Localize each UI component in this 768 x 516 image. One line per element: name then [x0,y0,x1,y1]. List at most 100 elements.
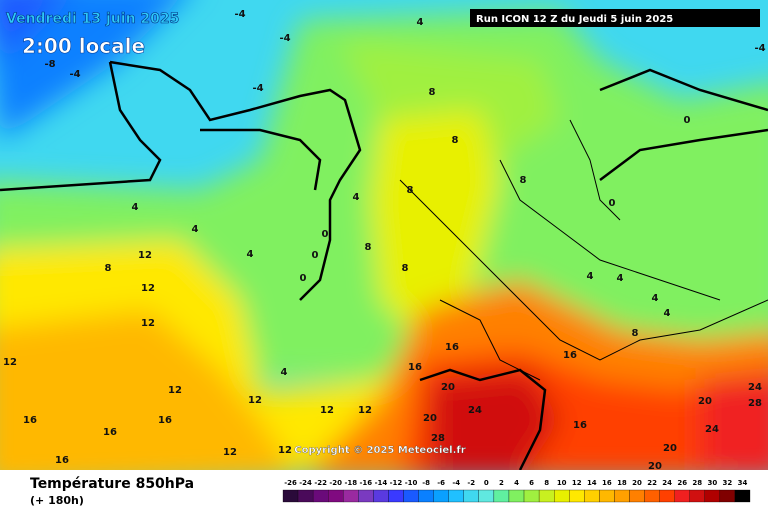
scale-swatch [569,489,585,503]
borders [399,119,768,381]
contour-label: 16 [408,362,422,373]
contour-label: -4 [279,33,290,44]
contour-label: -4 [234,9,245,20]
scale-label: 2 [499,479,504,487]
contour-label: 12 [141,318,155,329]
scale-label: 22 [647,479,657,487]
contour-label: 16 [103,427,117,438]
scale-label: -8 [422,479,430,487]
contour-label: 8 [365,242,372,253]
scale-swatch [644,489,660,503]
contour-label: 24 [705,424,719,435]
scale-swatch [614,489,630,503]
scale-label: 26 [677,479,687,487]
contour-label: 8 [452,135,459,146]
scale-label: 12 [572,479,582,487]
contour-label: 12 [223,447,237,458]
forecast-time: 2:00 locale [22,34,145,58]
contour-label: 4 [587,271,594,282]
contour-label: 12 [168,385,182,396]
contour-label: 16 [158,415,172,426]
contour-label: 4 [132,202,139,213]
contour-label: 24 [748,382,762,393]
scale-label: 6 [529,479,534,487]
scale-swatch [282,489,299,503]
contour-label: 4 [664,308,671,319]
scale-swatch [584,489,600,503]
scale-label: -14 [375,479,388,487]
contour-label: 12 [3,357,17,368]
scale-label: -10 [405,479,418,487]
contour-label: 20 [648,461,662,472]
scale-label: 24 [662,479,672,487]
contour-label: 12 [278,445,292,456]
lead-time: (+ 180h) [30,494,84,507]
contour-label: 16 [23,415,37,426]
contour-label: -4 [69,69,80,80]
contour-label: 20 [423,413,437,424]
scale-label: 14 [587,479,597,487]
contour-label: 12 [141,283,155,294]
scale-swatch [704,489,721,503]
scale-swatch [719,489,736,503]
scale-swatch [659,489,675,503]
contour-label: 8 [429,87,436,98]
contour-label: 20 [698,396,712,407]
scale-label: -6 [437,479,445,487]
scale-label: -16 [360,479,373,487]
contour-label: 16 [573,420,587,431]
contour-label: 16 [55,455,69,466]
contour-label: 20 [441,382,455,393]
scale-swatch [328,489,344,503]
scale-label: 16 [602,479,612,487]
scale-swatch [403,489,419,503]
forecast-date: Vendredi 13 juin 2025 [6,11,179,27]
contour-label: 0 [322,229,329,240]
contour-label: 12 [138,250,152,261]
contour-label: 4 [281,367,288,378]
scale-swatch [734,489,751,503]
contour-label: 8 [402,263,409,274]
scale-label: 28 [692,479,702,487]
scale-label: 8 [544,479,549,487]
contour-label: 4 [652,293,659,304]
scale-swatch [629,489,645,503]
scale-swatch [297,489,314,503]
scale-label: -24 [299,479,312,487]
scale-swatch [312,489,329,503]
scale-swatch [373,489,389,503]
scale-swatch [508,489,525,503]
scale-label: -4 [452,479,460,487]
contour-label: 12 [358,405,372,416]
scale-label: 34 [738,479,748,487]
scale-swatch [493,489,510,503]
temperature-field [0,0,768,470]
scale-swatch [689,489,705,503]
contour-label: -4 [252,83,263,94]
contour-label: 28 [431,433,445,444]
scale-swatch [523,489,540,503]
contour-label: 0 [312,250,319,261]
scale-swatch [418,489,434,503]
scale-label: 20 [632,479,642,487]
footer-title: Température 850hPa [30,476,194,492]
scale-swatch [674,489,690,503]
contour-label: 4 [617,273,624,284]
scale-swatch [478,489,495,503]
contour-label: 12 [320,405,334,416]
contour-label: 0 [609,198,616,209]
scale-swatch [358,489,374,503]
contour-label: 0 [684,115,691,126]
scale-label: -18 [344,479,357,487]
contour-label: -4 [754,43,765,54]
contour-label: 20 [663,443,677,454]
scale-label: 18 [617,479,627,487]
contour-label: 8 [632,328,639,339]
scale-label: -12 [390,479,403,487]
scale-swatch [388,489,404,503]
run-info: Run ICON 12 Z du Jeudi 5 juin 2025 [476,14,673,25]
scale-label: -20 [329,479,342,487]
scale-label: 30 [707,479,717,487]
